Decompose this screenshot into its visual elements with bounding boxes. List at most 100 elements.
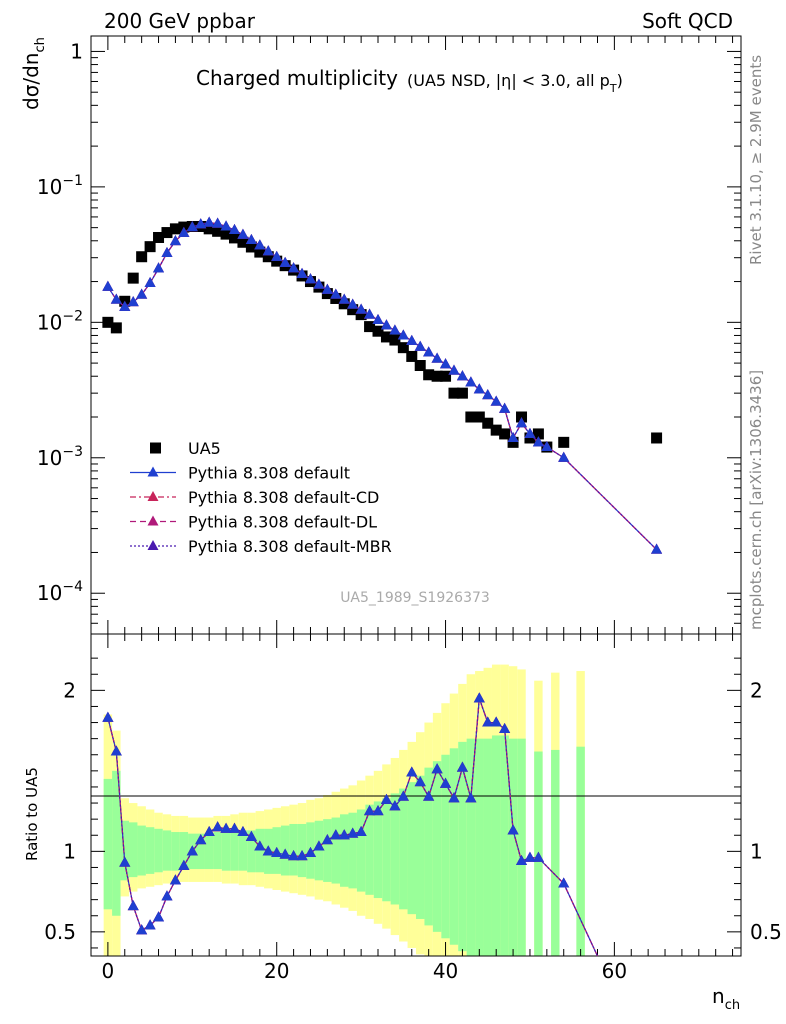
ratio-point-default: [532, 851, 544, 862]
mc-point-default: [456, 370, 468, 381]
ratio-point-default: [516, 855, 528, 866]
mc-point-default: [136, 288, 148, 299]
ratio-point-default: [161, 890, 173, 901]
ua5-point: [406, 350, 418, 362]
mcplots-label: mcplots.cern.ch [arXiv:1306.3436]: [747, 370, 765, 630]
ratio-point-default: [313, 840, 325, 851]
ua5-point: [482, 417, 494, 429]
y-tick-label: 10−1: [37, 173, 83, 199]
mc-point-default: [237, 228, 249, 239]
ua5-point: [456, 387, 468, 399]
mc-point-default: [144, 277, 156, 288]
ratio-point-default: [397, 790, 409, 801]
mc-point-default: [541, 441, 553, 452]
ratio-point-default: [212, 821, 224, 832]
mc-point-default: [279, 256, 291, 267]
ratio-point-default: [380, 793, 392, 804]
ua5-point: [380, 331, 392, 343]
ratio-point-default: [136, 924, 148, 935]
mc-point-default: [507, 431, 519, 442]
ratio-point-default: [229, 822, 241, 833]
mc-point-default: [119, 300, 131, 311]
ua5-point: [558, 436, 570, 448]
mc-point-default: [465, 376, 477, 387]
ratio-point-default: [178, 859, 190, 870]
band-inner-bin: [331, 817, 341, 884]
band-inner-bin: [500, 735, 509, 956]
legend-marker-default: [147, 466, 159, 477]
ratio-point-default: [372, 805, 384, 816]
legend-marker-ua5: [150, 442, 161, 454]
band-inner-bin: [196, 833, 205, 870]
ua5-point: [144, 241, 156, 253]
band-inner-bin: [137, 825, 146, 876]
ratio-point-default: [195, 834, 207, 845]
ua5-point: [448, 387, 460, 399]
band-inner-bin: [255, 828, 265, 873]
ratio-y-tick-label: 2: [63, 678, 76, 702]
band-inner-bin: [407, 782, 416, 915]
ratio-point-default: [304, 846, 316, 857]
mc-point-default: [178, 226, 190, 237]
x-tick-label: 60: [602, 959, 627, 983]
band-inner-bin: [162, 830, 172, 871]
legend-marker-dl: [147, 515, 159, 526]
mc-point-default: [423, 346, 435, 357]
band-inner-bin: [449, 748, 459, 945]
legend-label: UA5: [188, 439, 221, 458]
ratio-y-tick-label: 1: [63, 839, 76, 863]
band-inner-bin: [348, 812, 357, 889]
ratio-point-default: [153, 911, 165, 922]
band-inner-bin: [356, 809, 366, 892]
ratio-frame: [90, 633, 742, 957]
ratio-point-default: [406, 766, 418, 777]
ua5-point: [271, 255, 283, 267]
ua5-point: [473, 411, 485, 423]
mc-point-default: [347, 298, 359, 309]
mc-point-default: [296, 267, 308, 278]
analysis-id: UA5_1989_S1926373: [340, 590, 490, 606]
band-inner-bin: [112, 770, 121, 916]
ratio-point-default: [262, 845, 274, 856]
legend-label: Pythia 8.308 default-MBR: [188, 537, 392, 556]
ratio-y-tick-label: 0.5: [44, 920, 76, 944]
header-left: 200 GeV ppbar: [104, 9, 256, 33]
mc-point-default: [102, 280, 114, 291]
mc-point-default: [482, 389, 494, 400]
ratio-point-default: [473, 692, 485, 703]
upper-y-label: dσ/dnch: [19, 37, 48, 110]
ratio-point-default: [347, 827, 359, 838]
band-inner-bin: [517, 738, 526, 956]
band-inner-bin: [120, 820, 129, 881]
ratio-point-default: [364, 805, 376, 816]
band-inner-bin: [373, 801, 383, 899]
ua5-point: [245, 241, 257, 253]
ua5-point: [389, 334, 401, 346]
ua5-point: [490, 424, 502, 436]
legend-label: Pythia 8.308 default-DL: [188, 513, 377, 532]
ratio-point-default: [355, 826, 367, 837]
band-inner-bin: [432, 761, 442, 932]
axis-ticks: [91, 36, 741, 956]
mc-point-default: [473, 383, 485, 394]
ratio-point-default: [456, 761, 468, 772]
ua5-point: [347, 304, 359, 316]
ratio-point-default: [558, 877, 570, 888]
band-inner-bin: [128, 822, 138, 878]
mc-point-default: [558, 451, 570, 462]
band-inner-bin: [441, 754, 450, 939]
band-inner-bin: [576, 746, 585, 956]
ua5-point: [397, 342, 409, 354]
ua5-point: [524, 432, 536, 444]
mc-point-default: [414, 340, 426, 351]
ua5-point: [507, 436, 519, 448]
band-inner-bin: [314, 820, 324, 881]
band-inner-bin: [221, 832, 231, 871]
ua5-point: [338, 298, 350, 310]
mc-point-default: [516, 417, 528, 428]
ratio-point-default: [440, 777, 452, 788]
ua5-point: [414, 360, 426, 372]
mc-point-default: [406, 334, 418, 345]
header-right: Soft QCD: [642, 9, 733, 33]
ratio-point-default: [524, 851, 536, 862]
